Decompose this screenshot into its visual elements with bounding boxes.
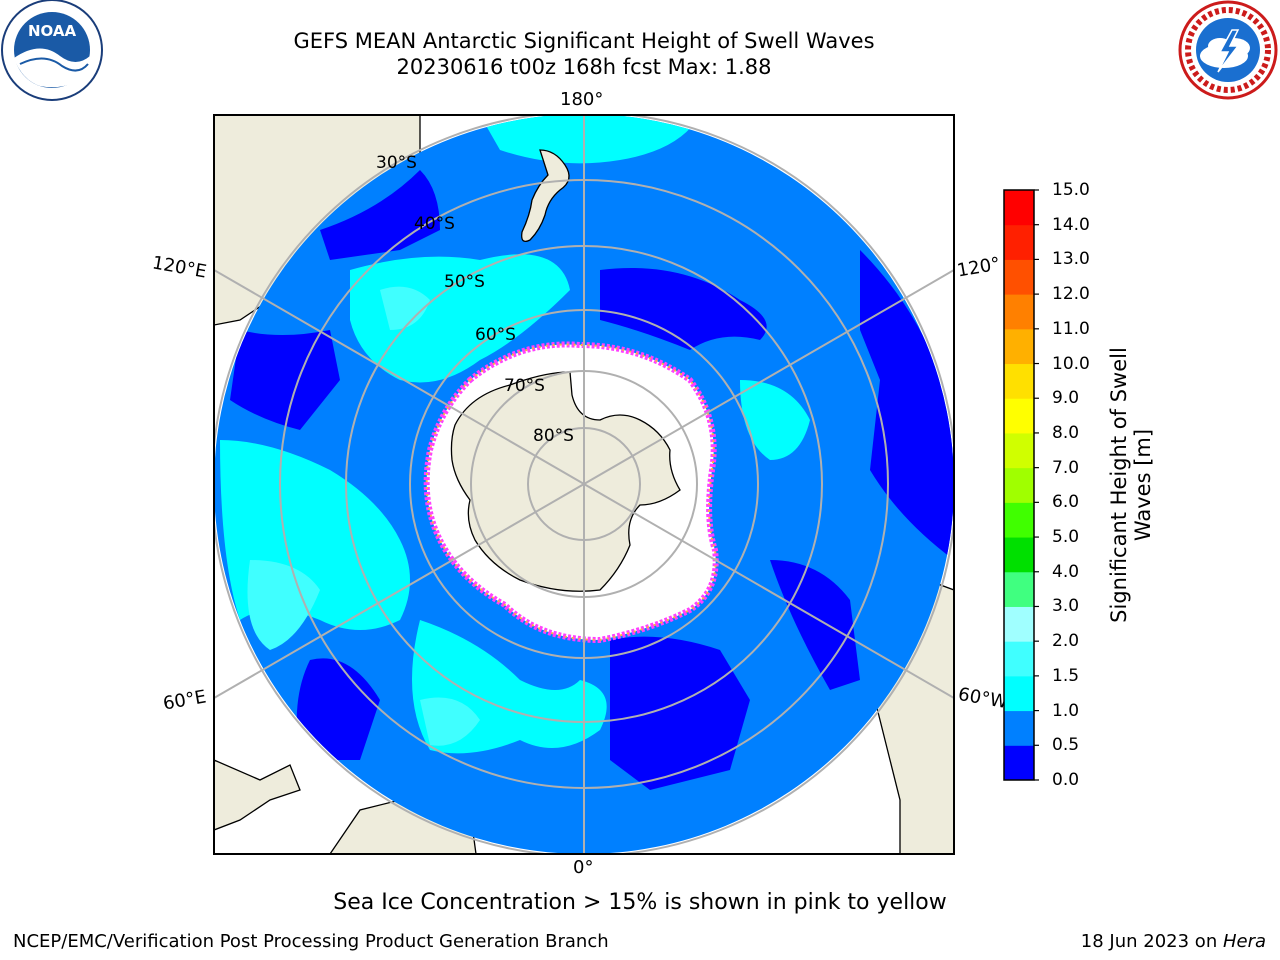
nws-logo-icon bbox=[1176, 0, 1280, 100]
graticule bbox=[214, 115, 954, 854]
sea-ice-note: Sea Ice Concentration > 15% is shown in … bbox=[333, 890, 947, 915]
lat-label-80s: 80°S bbox=[533, 426, 574, 446]
colorbar bbox=[1003, 189, 1039, 781]
colorbar-segment bbox=[1004, 398, 1034, 434]
colorbar-tick-label: 0.5 bbox=[1052, 735, 1080, 756]
colorbar-tick-label: 8.0 bbox=[1052, 422, 1080, 443]
chart-subtitle: 20230616 t00z 168h fcst Max: 1.88 bbox=[396, 55, 772, 79]
colorbar-tick-label: 1.5 bbox=[1052, 665, 1080, 686]
colorbar-tick-label: 1.0 bbox=[1052, 700, 1080, 721]
colorbar-segment bbox=[1004, 641, 1034, 677]
colorbar-segment bbox=[1004, 190, 1034, 226]
antarctica bbox=[450, 371, 681, 592]
new-zealand bbox=[521, 149, 570, 243]
colorbar-border bbox=[1003, 189, 1035, 781]
colorbar-tick-label: 15.0 bbox=[1052, 180, 1090, 200]
colorbar-tick-label: 3.0 bbox=[1052, 596, 1080, 617]
lon-label-0: 0° bbox=[573, 857, 594, 878]
lat-label-40s: 40°S bbox=[414, 214, 455, 234]
lat-label-30s: 30°S bbox=[376, 153, 417, 173]
noaa-logo-icon: NOAA bbox=[0, 0, 104, 104]
footer-date-text: 18 Jun 2023 on bbox=[1080, 931, 1223, 952]
colorbar-segment bbox=[1004, 224, 1034, 260]
colorbar-title: Significant Height of Swell Waves [m] bbox=[1107, 347, 1155, 623]
colorbar-tick-label: 10.0 bbox=[1052, 353, 1090, 374]
colorbar-tick-label: 14.0 bbox=[1052, 214, 1090, 235]
colorbar-segment bbox=[1004, 745, 1034, 781]
colorbar-segment bbox=[1004, 467, 1034, 503]
colorbar-segment bbox=[1004, 537, 1034, 573]
colorbar-tick-label: 6.0 bbox=[1052, 492, 1080, 513]
footer-branch: NCEP/EMC/Verification Post Processing Pr… bbox=[13, 931, 609, 952]
colorbar-segment bbox=[1004, 571, 1034, 607]
colorbar-segment bbox=[1004, 432, 1034, 469]
noaa-logo-text: NOAA bbox=[28, 22, 77, 40]
colorbar-tick-label: 9.0 bbox=[1052, 388, 1080, 409]
colorbar-segment bbox=[1004, 294, 1034, 330]
colorbar-segment bbox=[1004, 363, 1034, 399]
colorbar-segment bbox=[1004, 259, 1034, 295]
colorbar-segment bbox=[1004, 710, 1034, 746]
lat-label-60s: 60°S bbox=[475, 325, 516, 345]
colorbar-segment bbox=[1004, 502, 1034, 538]
colorbar-tick-label: 2.0 bbox=[1052, 631, 1080, 652]
colorbar-tick-label: 12.0 bbox=[1052, 284, 1090, 305]
colorbar-segment bbox=[1004, 328, 1034, 365]
colorbar-tick-label: 7.0 bbox=[1052, 457, 1080, 478]
colorbar-tick-label: 5.0 bbox=[1052, 527, 1080, 548]
colorbar-tick-label: 0.0 bbox=[1052, 770, 1080, 790]
footer-machine: Hera bbox=[1222, 931, 1266, 952]
lat-label-70s: 70°S bbox=[504, 376, 545, 396]
colorbar-segment bbox=[1004, 675, 1034, 712]
map-frame bbox=[213, 114, 955, 855]
lon-label-180: 180° bbox=[560, 89, 604, 110]
colorbar-tick-label: 11.0 bbox=[1052, 318, 1090, 339]
colorbar-tick-label: 4.0 bbox=[1052, 561, 1080, 582]
chart-title: GEFS MEAN Antarctic Significant Height o… bbox=[293, 29, 875, 53]
footer-date: 18 Jun 2023 on Hera bbox=[1081, 931, 1266, 952]
colorbar-tick-label: 13.0 bbox=[1052, 249, 1090, 270]
colorbar-segment bbox=[1004, 606, 1034, 642]
lat-label-50s: 50°S bbox=[444, 272, 485, 292]
